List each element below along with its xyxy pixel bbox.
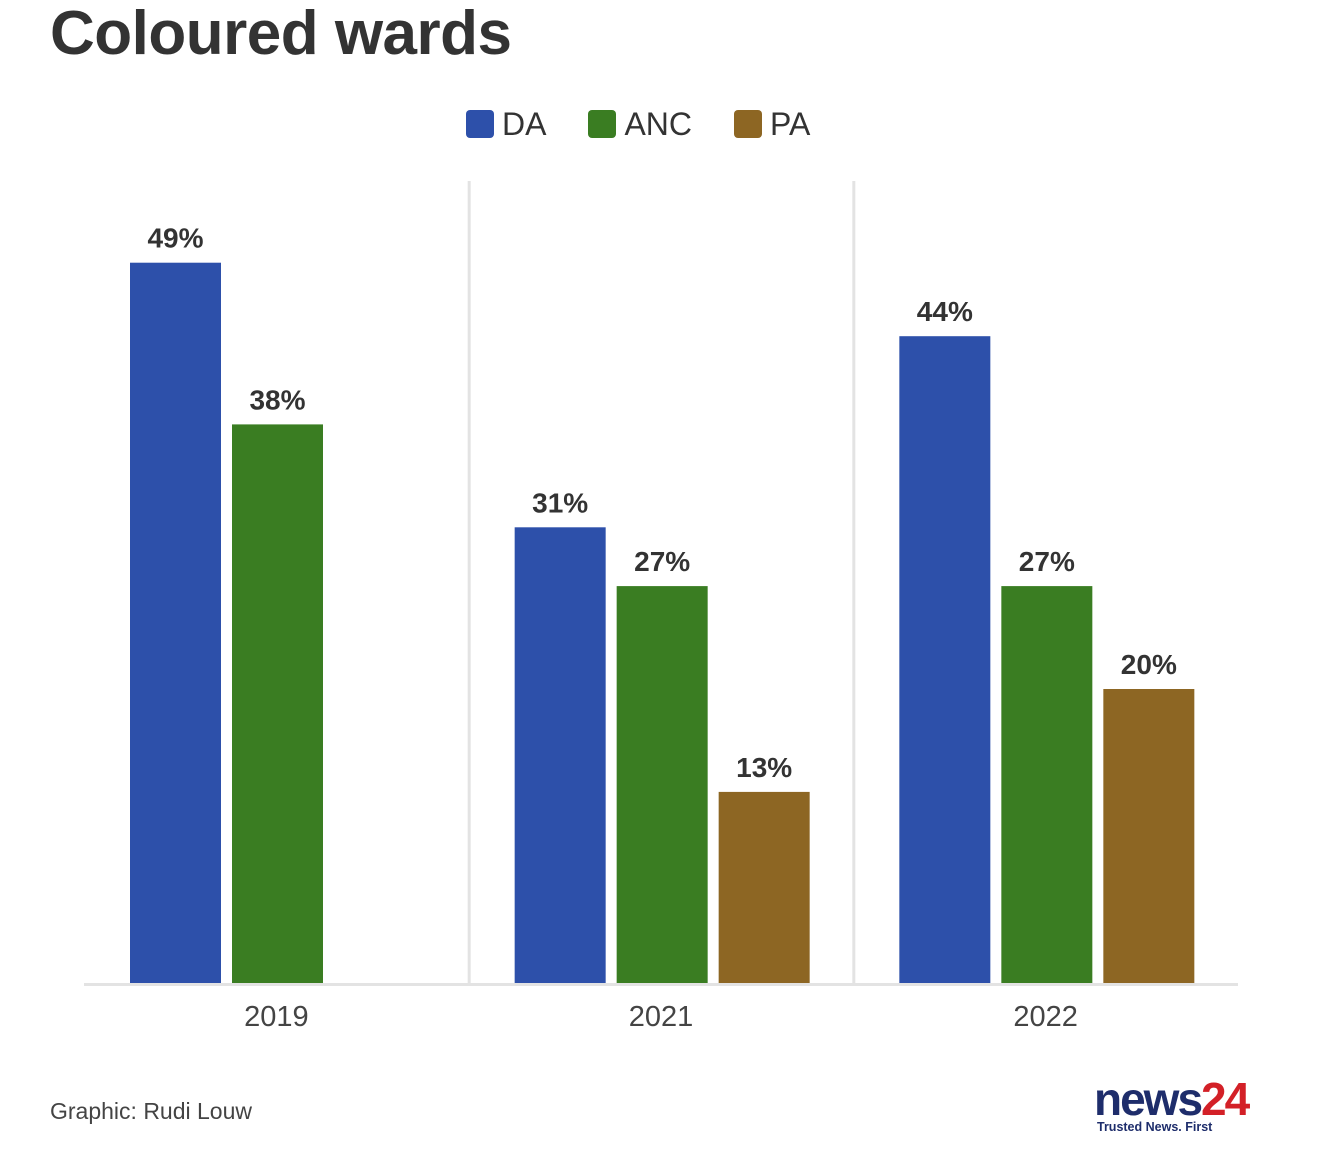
legend-label-da: DA xyxy=(502,106,547,142)
bar-pa-2021 xyxy=(718,791,810,983)
logo-word-number: 24 xyxy=(1201,1073,1250,1125)
x-tick-label-2022: 2022 xyxy=(1013,1001,1078,1033)
bar-anc-2021 xyxy=(616,586,708,983)
logo-wordmark: news24 xyxy=(1094,1076,1274,1122)
legend: DA ANC PA xyxy=(466,104,810,144)
legend-label-anc: ANC xyxy=(624,106,693,142)
legend-swatch-da xyxy=(466,110,494,138)
x-tick-label-2021: 2021 xyxy=(629,1001,694,1033)
logo-word-news: news xyxy=(1094,1073,1203,1125)
x-tick-label-2019: 2019 xyxy=(244,1001,309,1033)
bar-da-2022 xyxy=(899,336,991,983)
data-label-anc-2022: 27% xyxy=(1019,546,1075,577)
bar-pa-2022 xyxy=(1103,689,1195,983)
data-label-pa-2021: 13% xyxy=(736,752,792,783)
legend-item-da: DA xyxy=(466,104,546,144)
legend-label-pa: PA xyxy=(770,106,811,142)
graphic-credit: Graphic: Rudi Louw xyxy=(50,1098,252,1124)
data-label-pa-2022: 20% xyxy=(1121,649,1177,680)
bar-anc-2019 xyxy=(232,424,323,983)
data-label-da-2021: 31% xyxy=(532,487,588,518)
legend-swatch-anc xyxy=(588,110,617,138)
data-label-anc-2021: 27% xyxy=(634,546,690,577)
news24-logo: news24 Trusted News. First xyxy=(1094,1076,1274,1134)
bar-da-2021 xyxy=(514,527,606,983)
legend-swatch-pa xyxy=(734,110,763,138)
data-label-anc-2019: 38% xyxy=(249,384,305,415)
chart-title: Coloured wards xyxy=(50,0,512,68)
data-label-da-2022: 44% xyxy=(917,296,973,327)
bar-anc-2022 xyxy=(1001,586,1093,983)
legend-item-anc: ANC xyxy=(588,104,692,144)
data-label-da-2019: 49% xyxy=(147,223,203,254)
bar-da-2019 xyxy=(130,262,221,983)
logo-tagline: Trusted News. First xyxy=(1097,1120,1213,1134)
legend-item-pa: PA xyxy=(734,104,810,144)
